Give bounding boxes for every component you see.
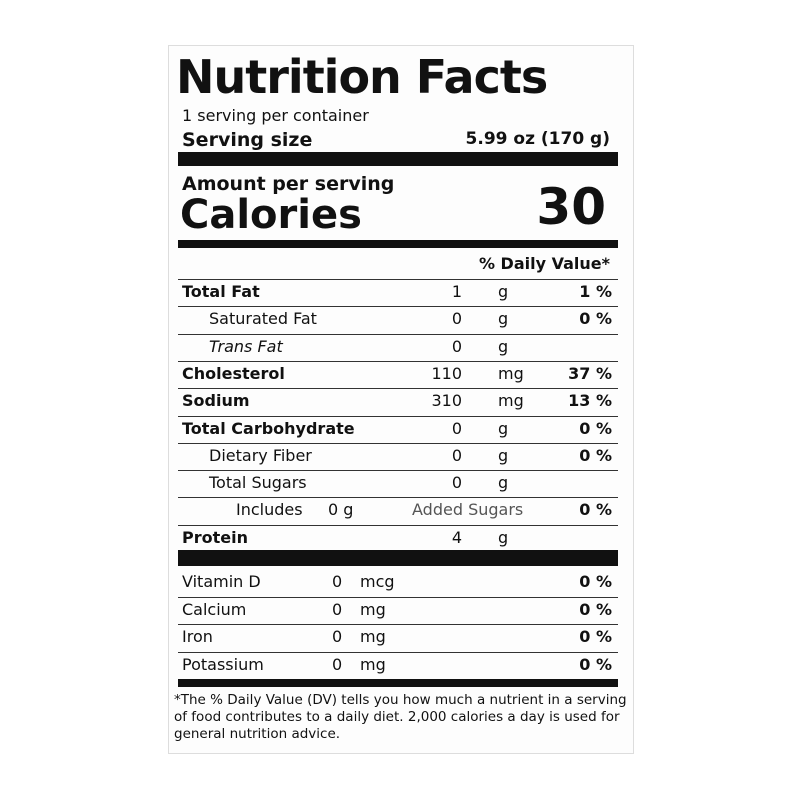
vitamin-name: Calcium [182, 599, 247, 619]
vitamin-dv: 0 % [579, 627, 612, 646]
nutrient-amount: 310 [431, 391, 462, 411]
calories-value: 30 [536, 178, 606, 236]
nutrient-name: Sodium [182, 391, 250, 411]
nutrient-amount: 0 [451, 336, 462, 356]
row-rule [178, 415, 618, 417]
nutrient-unit: mg [498, 391, 524, 411]
row-rule [178, 524, 618, 526]
thick-rule [178, 550, 618, 566]
row-rule [178, 388, 618, 390]
vitamin-amount: 0 [332, 599, 343, 619]
row-rule [178, 279, 618, 280]
amount-label: Amount per serving [182, 173, 395, 195]
nutrient-amount: 0 [451, 473, 462, 493]
nutrient-amount: 0 [451, 309, 462, 329]
nutrient-amount: 1 [451, 282, 462, 301]
nutrient-amount: 0 [451, 418, 462, 438]
vitamin-unit: mg [360, 627, 386, 646]
vitamin-unit: mcg [360, 572, 395, 591]
nutrient-name: Dietary Fiber [209, 445, 312, 465]
vitamin-amount: 0 [332, 627, 343, 646]
vitamin-amount: 0 [332, 572, 343, 591]
row-rule [178, 360, 618, 362]
nutrient-dv: 0 % [579, 309, 612, 329]
nutrient-name: Total Fat [182, 282, 260, 301]
vitamin-name: Vitamin D [182, 572, 261, 591]
nutrient-amount: 0 [451, 445, 462, 465]
nutrient-unit: g [498, 282, 509, 301]
dv-heading: % Daily Value* [478, 254, 610, 273]
nutrient-amount: 4 [451, 527, 462, 547]
serving-size: 5.99 oz (170 g) [465, 129, 610, 149]
nutrient-dv: 0 % [579, 418, 612, 438]
row-rule [178, 470, 618, 472]
nutrient-dv: 37 % [568, 363, 612, 383]
thick-rule [178, 240, 618, 248]
vitamin-unit: mg [360, 654, 386, 674]
nutrient-unit: g [498, 473, 509, 493]
calories-label: Calories [180, 192, 362, 238]
nutrient-name: Total Sugars [209, 473, 307, 493]
footnote: *The % Daily Value (DV) tells you how mu… [174, 692, 627, 742]
vitamin-name: Potassium [182, 654, 264, 674]
vitamin-dv: 0 % [579, 599, 612, 619]
title: Nutrition Facts [176, 50, 548, 104]
nutrient-name: Saturated Fat [209, 309, 317, 329]
vitamin-amount: 0 [332, 654, 343, 674]
vitamin-dv: 0 % [579, 572, 612, 591]
nutrient-unit: g [498, 309, 509, 329]
nutrient-name: Protein [182, 527, 248, 547]
nutrient-dv: 0 % [579, 445, 612, 465]
nutrient-name: Total Carbohydrate [182, 418, 355, 438]
nutrient-unit: g [498, 336, 509, 356]
row-rule [178, 624, 618, 625]
nutrient-unit: mg [498, 363, 524, 383]
thick-rule [178, 679, 618, 687]
nutrient-unit: g [498, 418, 509, 438]
row-rule [178, 497, 618, 499]
nutrient-name: Cholesterol [182, 363, 285, 383]
includes-amount: 0 g [328, 500, 354, 520]
servings: 1 serving per container [182, 106, 369, 125]
thick-rule [178, 152, 618, 166]
row-rule [178, 651, 618, 653]
nutrient-name: Added Sugars [412, 500, 524, 520]
row-rule [178, 306, 618, 308]
nutrient-unit: g [498, 527, 509, 547]
vitamin-unit: mg [360, 599, 386, 619]
nutrient-unit: g [498, 445, 509, 465]
row-rule [178, 442, 618, 444]
serving-size-label: Serving size [182, 129, 313, 151]
nutrient-dv: 1 % [579, 282, 612, 301]
row-rule [178, 596, 618, 598]
nutrient-amount: 110 [431, 363, 462, 383]
nutrient-name: Trans Fat [209, 336, 283, 356]
vitamin-name: Iron [182, 627, 213, 646]
includes-label: Includes [236, 500, 303, 520]
row-rule [178, 333, 618, 335]
vitamin-dv: 0 % [579, 654, 612, 674]
nutrient-dv: 0 % [579, 500, 612, 520]
nutrient-dv: 13 % [568, 391, 612, 411]
